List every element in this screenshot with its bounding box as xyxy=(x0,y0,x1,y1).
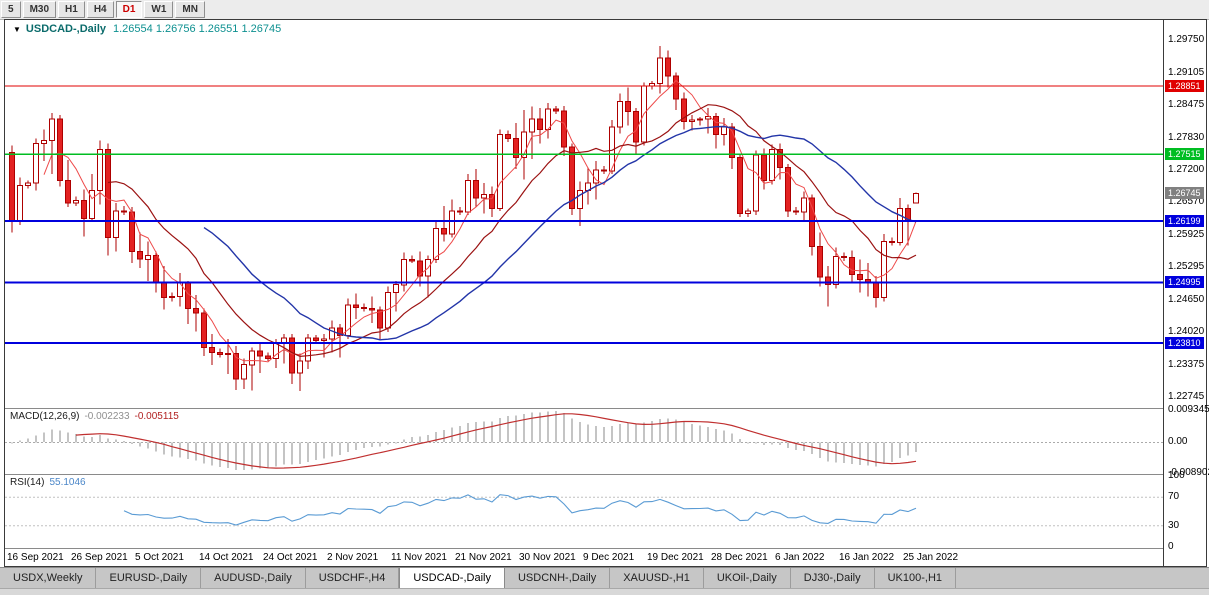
date-tick-label: 28 Dec 2021 xyxy=(711,552,768,563)
ma-line xyxy=(107,104,917,358)
macd-axis-label: 0.00 xyxy=(1168,436,1188,447)
rsi-line xyxy=(123,494,917,526)
timeframe-button-mn[interactable]: MN xyxy=(175,1,205,18)
chart-tab[interactable]: USDCHF-,H4 xyxy=(305,568,400,589)
timeframe-toolbar: 5 M30 H1 H4 D1 W1 MN xyxy=(0,0,1209,20)
price-axis-label: 1.27200 xyxy=(1168,164,1205,175)
date-tick-label: 6 Jan 2022 xyxy=(775,552,825,563)
macd-indicator-label: MACD(12,26,9) -0.002233 -0.005115 xyxy=(10,411,179,422)
level-lines-group xyxy=(5,85,1163,344)
date-tick-label: 2 Nov 2021 xyxy=(327,552,379,563)
price-axis-label: 1.29105 xyxy=(1168,67,1205,78)
price-axis-label: 1.23375 xyxy=(1168,359,1205,370)
price-axis-label: 1.26570 xyxy=(1168,196,1205,207)
price-axis-label: 1.24650 xyxy=(1168,294,1205,305)
date-tick-label: 25 Jan 2022 xyxy=(903,552,959,563)
timeframe-button-h1[interactable]: H1 xyxy=(58,1,85,18)
price-axis-label: 1.27830 xyxy=(1168,132,1205,143)
pane-separator[interactable] xyxy=(5,548,1206,549)
chart-tab[interactable]: EURUSD-,Daily xyxy=(96,568,202,589)
date-tick-label: 9 Dec 2021 xyxy=(583,552,635,563)
rsi-value: 55.1046 xyxy=(49,477,86,488)
date-tick-label: 5 Oct 2021 xyxy=(135,552,184,563)
chart-tab[interactable]: USDCNH-,Daily xyxy=(504,568,611,589)
time-axis[interactable]: 16 Sep 2021 26 Sep 2021 5 Oct 2021 14 Oct 2… xyxy=(5,549,1163,566)
price-axis-label: 1.29750 xyxy=(1168,34,1205,45)
date-tick-label: 16 Jan 2022 xyxy=(839,552,895,563)
macd-signal-value: -0.005115 xyxy=(134,411,179,422)
chart-tab[interactable]: USDCAD-,Daily xyxy=(399,568,505,589)
date-tick-label: 11 Nov 2021 xyxy=(391,552,447,563)
price-level-badge: 1.27515 xyxy=(1165,148,1204,160)
candlestick-chart[interactable] xyxy=(5,30,1163,407)
rsi-axis-label: 0 xyxy=(1168,541,1174,552)
date-tick-label: 16 Sep 2021 xyxy=(7,552,64,563)
chart-tab-bar: USDX,Weekly EURUSD-,Daily AUDUSD-,Daily USD… xyxy=(0,567,1209,589)
chart-tab[interactable]: UK100-,H1 xyxy=(874,568,957,589)
current-price-badge: 1.26745 xyxy=(1165,187,1204,199)
ma-line xyxy=(43,79,917,363)
chart-tab[interactable]: XAUUSD-,H1 xyxy=(610,568,704,589)
macd-signal-line xyxy=(75,413,917,469)
rsi-axis-label: 100 xyxy=(1168,470,1185,481)
chart-title: ▼ USDCAD-,Daily 1.26554 1.26756 1.26551 1.… xyxy=(13,23,281,35)
pane-separator[interactable] xyxy=(5,474,1206,475)
moving-averages-group xyxy=(43,79,917,363)
macd-name: MACD(12,26,9) xyxy=(10,411,80,422)
chart-tab[interactable]: DJ30-,Daily xyxy=(790,568,875,589)
price-axis-label: 1.28475 xyxy=(1168,99,1205,110)
price-axis-label: 1.22745 xyxy=(1168,391,1205,402)
macd-chart[interactable] xyxy=(5,410,1163,473)
macd-axis-label: 0.009345 xyxy=(1168,404,1209,415)
timeframe-button-h4[interactable]: H4 xyxy=(86,1,114,18)
horizontal-scrollbar[interactable] xyxy=(0,588,1209,595)
rsi-indicator-label: RSI(14) 55.1046 xyxy=(10,477,86,488)
chart-symbol-label: USDCAD-,Daily xyxy=(25,23,106,35)
chart-tab[interactable]: USDX,Weekly xyxy=(0,568,97,589)
chart-tab[interactable]: AUDUSD-,Daily xyxy=(201,568,306,589)
rsi-chart[interactable] xyxy=(5,476,1163,547)
timeframe-button-d1[interactable]: D1 xyxy=(115,1,143,18)
price-level-badge: 1.24995 xyxy=(1165,276,1204,288)
date-tick-label: 30 Nov 2021 xyxy=(519,552,576,563)
rsi-name: RSI(14) xyxy=(10,477,45,488)
chart-tab[interactable]: UKOil-,Daily xyxy=(703,568,791,589)
chart-window: ▼ USDCAD-,Daily 1.26554 1.26756 1.26551 1.… xyxy=(4,19,1209,567)
price-level-badge: 1.28851 xyxy=(1165,80,1204,92)
macd-axis-label: -0.008902 xyxy=(1168,467,1209,478)
price-axis-label: 1.25925 xyxy=(1168,229,1205,240)
macd-main-value: -0.002233 xyxy=(84,411,130,422)
chart-ohlc-values: 1.26554 1.26756 1.26551 1.26745 xyxy=(113,23,282,35)
price-level-badge: 1.23810 xyxy=(1165,337,1204,349)
date-tick-label: 19 Dec 2021 xyxy=(647,552,704,563)
date-tick-label: 24 Oct 2021 xyxy=(263,552,318,563)
date-tick-label: 21 Nov 2021 xyxy=(455,552,512,563)
rsi-axis-label: 30 xyxy=(1168,520,1180,531)
price-axis-label: 1.25295 xyxy=(1168,261,1205,272)
rsi-axis-label: 70 xyxy=(1168,491,1180,502)
price-axis[interactable]: 1.29750 1.29105 1.28475 1.27830 1.27200 1.265… xyxy=(1163,20,1209,566)
timeframe-button-w1[interactable]: W1 xyxy=(144,1,174,18)
ma-line xyxy=(203,125,917,341)
price-axis-label: 1.24020 xyxy=(1168,326,1205,337)
date-tick-label: 14 Oct 2021 xyxy=(199,552,254,563)
timeframe-button-5[interactable]: 5 xyxy=(1,1,21,18)
candles-group xyxy=(9,45,919,392)
chart-dropdown-icon[interactable]: ▼ xyxy=(13,25,21,34)
date-tick-label: 26 Sep 2021 xyxy=(71,552,128,563)
price-level-badge: 1.26199 xyxy=(1165,215,1204,227)
timeframe-button-m30[interactable]: M30 xyxy=(22,1,57,18)
pane-separator[interactable] xyxy=(5,408,1206,409)
